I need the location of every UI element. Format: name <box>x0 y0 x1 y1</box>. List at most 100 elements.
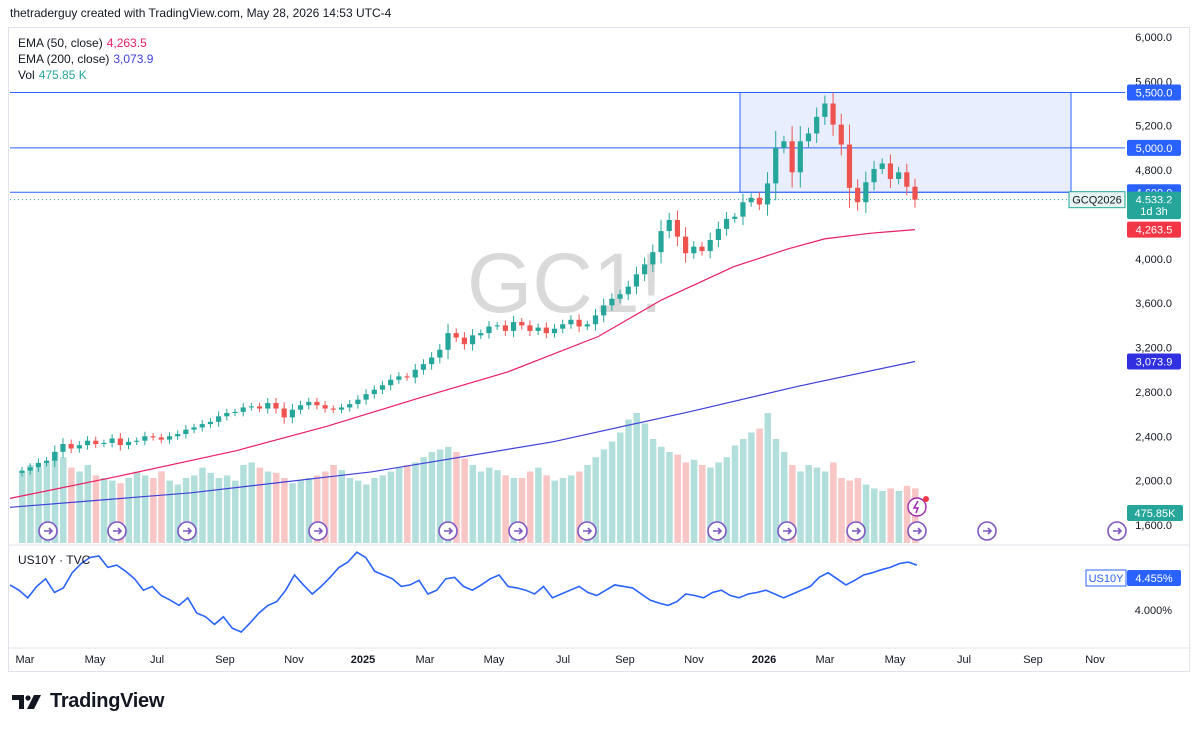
volume-bar <box>871 488 878 543</box>
volume-bar <box>617 432 624 543</box>
us10y-value: 4.455% <box>1135 573 1173 585</box>
volume-bar <box>535 467 542 543</box>
event-arrow-icon <box>113 527 123 535</box>
volume-bar <box>764 413 772 543</box>
legend-ema50[interactable]: EMA (50, close) 4,263.5 <box>18 35 153 51</box>
volume-bar <box>543 475 550 543</box>
candle-body <box>494 325 500 327</box>
candle-body <box>879 163 885 169</box>
volume-bar <box>428 452 436 543</box>
candle-body <box>740 202 746 217</box>
price-badge: 5,000.0 <box>1136 143 1173 155</box>
ema50-line <box>9 229 916 499</box>
candle-body <box>764 183 771 205</box>
symbol-watermark: GC1! <box>467 236 663 330</box>
candle-body <box>576 319 582 327</box>
candle-body <box>814 116 820 134</box>
volume-bar <box>158 471 165 543</box>
volume-bar <box>92 475 100 543</box>
volume-bar <box>625 419 632 543</box>
candle-body <box>543 327 549 334</box>
candle-body <box>314 401 320 406</box>
x-tick-label: Sep <box>1023 654 1043 666</box>
chart-credit: thetraderguy created with TradingView.co… <box>10 6 392 20</box>
volume-bar <box>264 471 272 543</box>
volume-bar <box>240 465 247 543</box>
candle-body <box>805 133 812 142</box>
price-badge-bg <box>1127 84 1181 101</box>
volume-bar <box>805 465 812 543</box>
candle-body <box>535 327 541 331</box>
volume-badge-bg <box>1127 505 1183 521</box>
candle-body <box>617 294 623 299</box>
event-arrow-icon <box>852 527 862 535</box>
candle-body <box>306 401 312 406</box>
candle-body <box>773 147 779 184</box>
volume-bar <box>297 480 305 543</box>
legend-ema50-value: 4,263.5 <box>106 36 147 50</box>
flash-glyph-icon <box>912 500 920 514</box>
event-arrow-icon <box>983 527 993 535</box>
volume-bar <box>68 467 75 543</box>
event-arrow-icon <box>1113 527 1123 535</box>
volume-bar <box>608 441 616 543</box>
indicator-legend: EMA (50, close) 4,263.5 EMA (200, close) 3… <box>18 35 153 83</box>
volume-bar <box>371 478 378 543</box>
candle-body <box>789 141 795 173</box>
candle-body <box>297 405 304 410</box>
x-tick-label: 2026 <box>752 654 776 666</box>
candle-body <box>666 220 672 232</box>
y-tick-label: 6,000.0 <box>1135 32 1172 44</box>
legend-volume[interactable]: Vol 475.85 K <box>18 67 153 83</box>
volume-bar <box>600 449 608 543</box>
candle-body <box>625 286 631 295</box>
price-badge: 4,263.5 <box>1136 225 1173 237</box>
candle-body <box>609 298 615 306</box>
candle-body <box>732 216 738 219</box>
volume-bar <box>707 467 714 543</box>
volume-bar <box>412 462 419 543</box>
candle-body <box>838 124 844 145</box>
candle-body <box>592 315 599 325</box>
volume-bar <box>76 471 83 543</box>
chart-frame <box>8 27 1190 672</box>
volume-bar <box>453 452 460 543</box>
volume-bar <box>633 413 640 543</box>
candle-body <box>412 369 418 378</box>
y-tick-label: 1,600.0 <box>1135 520 1172 532</box>
candle-body <box>781 141 787 148</box>
candle-body <box>134 440 140 442</box>
volume-bar <box>338 470 346 543</box>
candle-body <box>871 168 877 183</box>
us10y-legend[interactable]: US10Y · TVC <box>18 553 91 567</box>
volume-bar <box>903 485 911 543</box>
volume-bar <box>485 467 493 543</box>
candle-body <box>650 252 656 265</box>
candle-body <box>109 438 115 443</box>
x-tick-label: Mar <box>416 654 435 666</box>
footer: TradingView <box>12 690 164 713</box>
legend-ema200[interactable]: EMA (200, close) 3,073.9 <box>18 51 153 67</box>
candle-body <box>216 416 222 422</box>
volume-bar <box>772 439 780 543</box>
candle-body <box>699 246 705 252</box>
event-arrow-icon <box>444 527 454 535</box>
candle-body <box>207 421 214 425</box>
candle-body <box>707 239 713 252</box>
y-tick-label: 2,800.0 <box>1135 387 1172 399</box>
volume-bar <box>84 465 92 543</box>
volume-bar <box>576 471 583 543</box>
volume-bar <box>387 471 395 543</box>
candle-body <box>199 424 205 428</box>
volume-bar <box>313 475 321 543</box>
us10y-line <box>9 551 918 633</box>
x-tick-label: Mar <box>16 654 35 666</box>
x-tick-label: 2025 <box>351 654 375 666</box>
x-tick-label: Sep <box>215 654 235 666</box>
volume-bar <box>379 475 386 543</box>
volume-bar <box>100 478 108 543</box>
candle-body <box>396 376 402 380</box>
volume-bar <box>215 478 223 543</box>
candle-body <box>723 218 730 229</box>
